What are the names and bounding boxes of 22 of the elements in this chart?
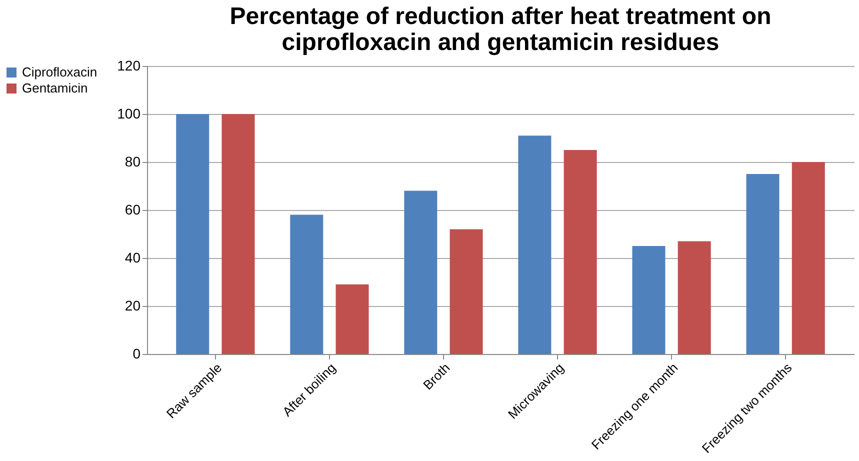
bar (336, 284, 369, 354)
y-tick-label: 40 (124, 250, 141, 266)
y-tick-label: 20 (124, 298, 141, 314)
bar (678, 241, 711, 354)
bar (564, 150, 597, 354)
y-tick-label: 100 (117, 106, 141, 122)
bar (746, 174, 780, 354)
chart-title: Percentage of reduction after heat treatment on ciprofloxacin and gentamicin residues (230, 3, 772, 56)
bar (450, 229, 483, 354)
y-tick-label: 0 (132, 346, 141, 362)
bar (222, 114, 255, 354)
y-tick-label: 60 (124, 202, 141, 218)
y-tick-label: 80 (124, 154, 141, 170)
legend-label: Ciprofloxacin (22, 64, 98, 80)
bar (290, 214, 324, 354)
bar (632, 246, 666, 354)
bar (404, 190, 438, 354)
legend-label: Gentamicin (22, 80, 88, 96)
bar (518, 136, 552, 354)
bar (176, 114, 210, 354)
y-tick-label: 120 (117, 58, 141, 74)
bar (792, 162, 825, 354)
